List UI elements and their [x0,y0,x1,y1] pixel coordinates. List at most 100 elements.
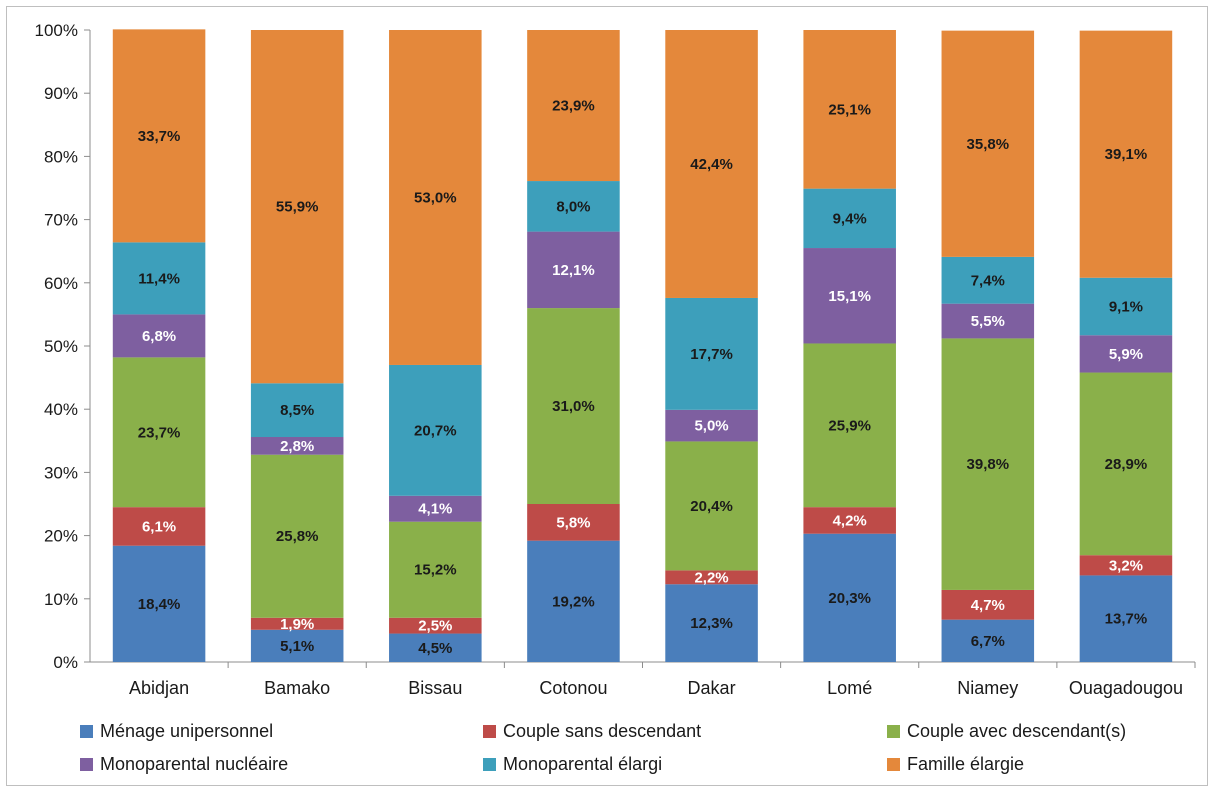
data-label: 15,1% [828,288,871,305]
bar-segment-couple-avec-descendant-s-niamey [941,338,1035,590]
bar-segment-menage-unipersonnel-lome [803,533,896,662]
y-tick-label: 10% [44,590,78,609]
legend-swatch-monoparental-nucleaire [80,758,93,771]
bar-segment-monoparental-elargi-bamako [250,383,344,438]
x-tick-label-lome: Lomé [827,678,872,698]
data-label: 5,0% [694,418,728,435]
bar-segment-monoparental-elargi-niamey [941,256,1035,304]
data-label: 1,9% [280,616,314,633]
bar-segment-famille-elargie-niamey [941,30,1035,257]
y-tick-label: 100% [35,21,78,40]
legend-label-monoparental-elargi: Monoparental élargi [503,754,662,774]
bar-segment-famille-elargie-cotonou [527,30,620,182]
data-label: 20,3% [828,590,871,607]
data-label: 5,9% [1109,346,1143,363]
bar-segment-couple-sans-descendant-ouagadougou [1079,555,1173,576]
legend-label-menage-unipersonnel: Ménage unipersonnel [100,721,273,741]
data-label: 42,4% [690,156,733,173]
data-label: 33,7% [138,128,181,145]
data-label: 2,5% [418,618,452,635]
legend-swatch-menage-unipersonnel [80,725,93,738]
bar-segment-famille-elargie-lome [803,30,896,189]
bar-segment-menage-unipersonnel-bamako [250,629,344,662]
data-label: 13,7% [1105,611,1148,628]
bar-segment-couple-sans-descendant-cotonou [527,504,620,541]
data-label: 39,8% [967,456,1010,473]
data-label: 31,0% [552,398,595,415]
bar-segment-monoparental-elargi-cotonou [527,181,620,232]
bar-segment-couple-sans-descendant-abidjan [112,507,206,546]
data-label: 12,3% [690,615,733,632]
y-tick-label: 30% [44,463,78,482]
bar-segment-monoparental-nucleaire-bissau [389,495,482,522]
bar-segment-famille-elargie-ouagadougou [1079,30,1173,278]
data-label: 8,0% [556,198,590,215]
bar-segment-famille-elargie-bamako [250,30,344,384]
bar-segment-famille-elargie-dakar [665,30,758,298]
bar-segment-monoparental-nucleaire-cotonou [527,231,620,309]
y-tick-label: 20% [44,527,78,546]
data-label: 19,2% [552,593,595,610]
x-tick-label-niamey: Niamey [957,678,1018,698]
x-tick-label-abidjan: Abidjan [129,678,189,698]
legend-swatch-famille-elargie [887,758,900,771]
legend-label-couple-avec-descendant-s: Couple avec descendant(s) [907,721,1126,741]
legend-label-couple-sans-descendant: Couple sans descendant [503,721,701,741]
bar-segment-menage-unipersonnel-dakar [665,584,758,662]
data-label: 2,8% [280,438,314,455]
x-tick-label-bissau: Bissau [408,678,462,698]
data-label: 17,7% [690,346,733,363]
bar-segment-monoparental-nucleaire-dakar [665,409,758,442]
bar-segment-couple-sans-descendant-bamako [250,617,344,630]
bar-segment-monoparental-elargi-abidjan [112,242,206,315]
data-label: 4,5% [418,640,452,657]
legend-swatch-monoparental-elargi [483,758,496,771]
bar-segment-couple-sans-descendant-bissau [389,617,482,634]
data-label: 4,2% [833,512,867,529]
data-label: 2,2% [694,569,728,586]
data-label: 3,2% [1109,557,1143,574]
data-label: 6,8% [142,328,176,345]
x-tick-label-cotonou: Cotonou [539,678,607,698]
x-tick-label-ouagadougou: Ouagadougou [1069,678,1183,698]
data-label: 18,4% [138,596,181,613]
data-label: 55,9% [276,199,319,216]
data-label: 39,1% [1105,146,1148,163]
data-label: 23,9% [552,98,595,115]
bar-segment-monoparental-nucleaire-ouagadougou [1079,335,1173,373]
bar-segment-menage-unipersonnel-niamey [941,619,1035,662]
bar-segment-monoparental-elargi-ouagadougou [1079,277,1173,336]
data-label: 25,1% [828,101,871,118]
bar-segment-monoparental-elargi-bissau [389,364,482,496]
data-label: 5,1% [280,638,314,655]
data-label: 12,1% [552,262,595,279]
legend-swatch-couple-avec-descendant-s [887,725,900,738]
legend-label-monoparental-nucleaire: Monoparental nucléaire [100,754,288,774]
bar-segment-couple-avec-descendant-s-cotonou [527,308,620,504]
bar-segment-couple-avec-descendant-s-bamako [250,454,344,618]
data-label: 4,7% [971,597,1005,614]
data-label: 20,7% [414,422,457,439]
bar-segment-monoparental-nucleaire-abidjan [112,314,206,358]
data-label: 6,1% [142,518,176,535]
x-tick-label-bamako: Bamako [264,678,330,698]
y-tick-label: 50% [44,337,78,356]
data-label: 7,4% [971,272,1005,289]
bar-segment-monoparental-nucleaire-niamey [941,303,1035,339]
legend-swatch-couple-sans-descendant [483,725,496,738]
bar-segment-couple-avec-descendant-s-ouagadougou [1079,372,1173,556]
bar-segment-menage-unipersonnel-ouagadougou [1079,575,1173,662]
data-label: 9,1% [1109,299,1143,316]
data-label: 9,4% [833,210,867,227]
bar-segment-monoparental-elargi-dakar [665,297,758,410]
y-tick-label: 90% [44,84,78,103]
bar-segment-famille-elargie-bissau [389,30,482,365]
bar-segment-menage-unipersonnel-bissau [389,633,482,662]
bar-segment-famille-elargie-abidjan [112,29,206,243]
data-label: 25,9% [828,417,871,434]
bar-segment-menage-unipersonnel-abidjan [112,545,206,662]
y-tick-label: 60% [44,274,78,293]
data-label: 5,5% [971,313,1005,330]
y-tick-label: 70% [44,211,78,230]
